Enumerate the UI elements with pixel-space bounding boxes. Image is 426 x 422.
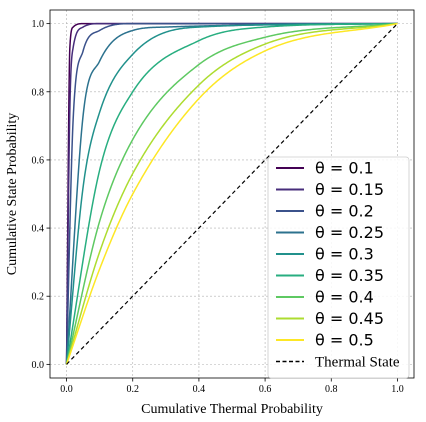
x-tick-label: 0.4 — [193, 384, 206, 395]
legend-label: θ = 0.5 — [315, 331, 374, 350]
legend-label: θ = 0.3 — [315, 245, 374, 264]
x-tick-label: 0.0 — [60, 384, 73, 395]
y-tick-label: 1.0 — [32, 19, 45, 30]
y-tick-label: 0.2 — [32, 292, 45, 303]
x-tick-label: 1.0 — [391, 384, 404, 395]
series-line-4 — [65, 22, 398, 366]
series-line-6 — [65, 22, 398, 366]
y-axis-label: Cumulative State Probability — [5, 113, 20, 276]
legend-label: θ = 0.2 — [315, 202, 374, 221]
x-tick-label: 0.2 — [126, 384, 139, 395]
reference-line — [66, 23, 398, 365]
legend-label: θ = 0.25 — [315, 223, 384, 242]
x-tick-label: 0.8 — [325, 384, 338, 395]
x-tick-label: 0.6 — [259, 384, 272, 395]
legend-label: θ = 0.15 — [315, 180, 384, 199]
y-tick-label: 0.8 — [32, 87, 45, 98]
series-line-7 — [65, 22, 398, 366]
series-line-5 — [65, 22, 398, 366]
y-tick-label: 0.0 — [32, 360, 45, 371]
legend-label: θ = 0.1 — [315, 159, 374, 178]
legend: θ = 0.1 θ = 0.15 θ = 0.2 θ = 0.25 θ = 0.3 θ =… — [267, 156, 410, 379]
series-lines — [65, 22, 398, 366]
axis-ticks: 0.0 0.2 0.4 0.6 0.8 1.0 0.0 0.2 0.4 0.6 0.8 1.0 — [32, 19, 404, 395]
legend-label: θ = 0.45 — [315, 309, 384, 328]
series-line-8 — [65, 22, 398, 366]
plot-frame — [49, 9, 415, 379]
y-tick-label: 0.6 — [32, 155, 45, 166]
legend-label: θ = 0.35 — [315, 266, 384, 285]
y-tick-label: 0.4 — [32, 224, 45, 235]
legend-label: θ = 0.4 — [315, 288, 374, 307]
legend-label-thermal: Thermal State — [315, 355, 400, 371]
thermal-state-line — [66, 23, 398, 365]
x-axis-label: Cumulative Thermal Probability — [141, 402, 323, 417]
legend-box — [267, 156, 410, 379]
